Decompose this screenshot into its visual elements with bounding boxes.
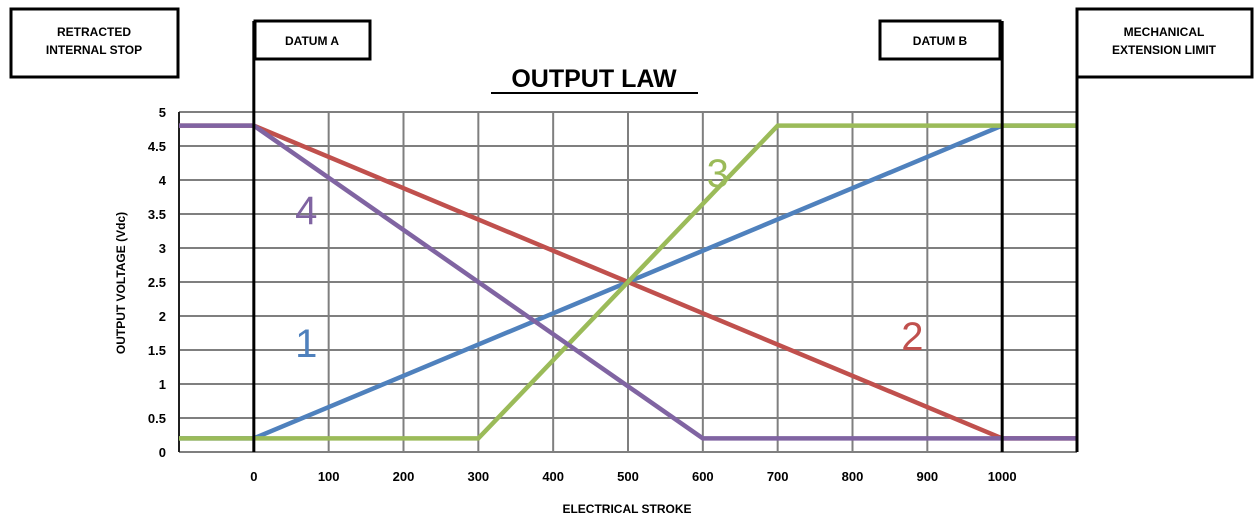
box-label-line: INTERNAL STOP [46, 43, 142, 57]
y-tick-label: 1.5 [148, 343, 166, 358]
series-label-3: 3 [707, 152, 729, 196]
y-tick-label: 3.5 [148, 207, 166, 222]
y-tick-label: 2 [159, 309, 166, 324]
mechanical-limit-box [1075, 7, 1254, 79]
mechanical-limit-label: MECHANICAL EXTENSION LIMIT [1112, 25, 1217, 57]
x-tick-label: 100 [318, 469, 340, 484]
retracted-stop-label: RETRACTED INTERNAL STOP [46, 25, 142, 57]
y-tick-label: 1 [159, 377, 166, 392]
y-tick-label: 2.5 [148, 275, 166, 290]
box-label-line: RETRACTED [57, 25, 131, 39]
series-label-2: 2 [901, 315, 923, 359]
y-tick-label: 5 [159, 105, 166, 120]
series-label-1: 1 [295, 322, 317, 366]
x-tick-label: 0 [250, 469, 257, 484]
series-number-labels: 1 2 3 4 [295, 152, 923, 366]
x-axis-label: ELECTRICAL STROKE [562, 502, 691, 516]
y-tick-label: 0.5 [148, 411, 166, 426]
retracted-stop-box [9, 7, 180, 79]
datum-a-label: DATUM A [285, 34, 339, 48]
y-tick-label: 4 [159, 173, 167, 188]
series-lines [179, 123, 1077, 441]
series-line-4 [179, 123, 1077, 441]
datum-b-box [878, 19, 1002, 61]
y-tick-label: 4.5 [148, 139, 166, 154]
datum-a-box [253, 19, 372, 61]
series-label-4: 4 [295, 189, 317, 233]
x-tick-label: 800 [842, 469, 864, 484]
series-line-3 [179, 123, 1077, 441]
x-tick-label: 500 [617, 469, 639, 484]
x-tick-label: 300 [467, 469, 489, 484]
y-tick-label: 3 [159, 241, 166, 256]
box-label-line: EXTENSION LIMIT [1112, 43, 1217, 57]
x-tick-label: 400 [542, 469, 564, 484]
box-label-line: MECHANICAL [1124, 25, 1205, 39]
datum-b-label: DATUM B [913, 34, 968, 48]
x-tick-label: 600 [692, 469, 714, 484]
y-tick-label: 0 [159, 445, 166, 460]
x-tick-label: 1000 [988, 469, 1017, 484]
chart-title: OUTPUT LAW [511, 65, 677, 93]
tick-labels: 0 100 200 300 400 500 600 700 800 900 1000 0 0.5 1 1.5… [148, 105, 1017, 484]
y-axis-label: OUTPUT VOLTAGE (Vdc) [114, 212, 128, 354]
x-tick-label: 900 [916, 469, 938, 484]
x-tick-label: 200 [393, 469, 415, 484]
datum-lines [252, 9, 1079, 452]
x-tick-label: 700 [767, 469, 789, 484]
